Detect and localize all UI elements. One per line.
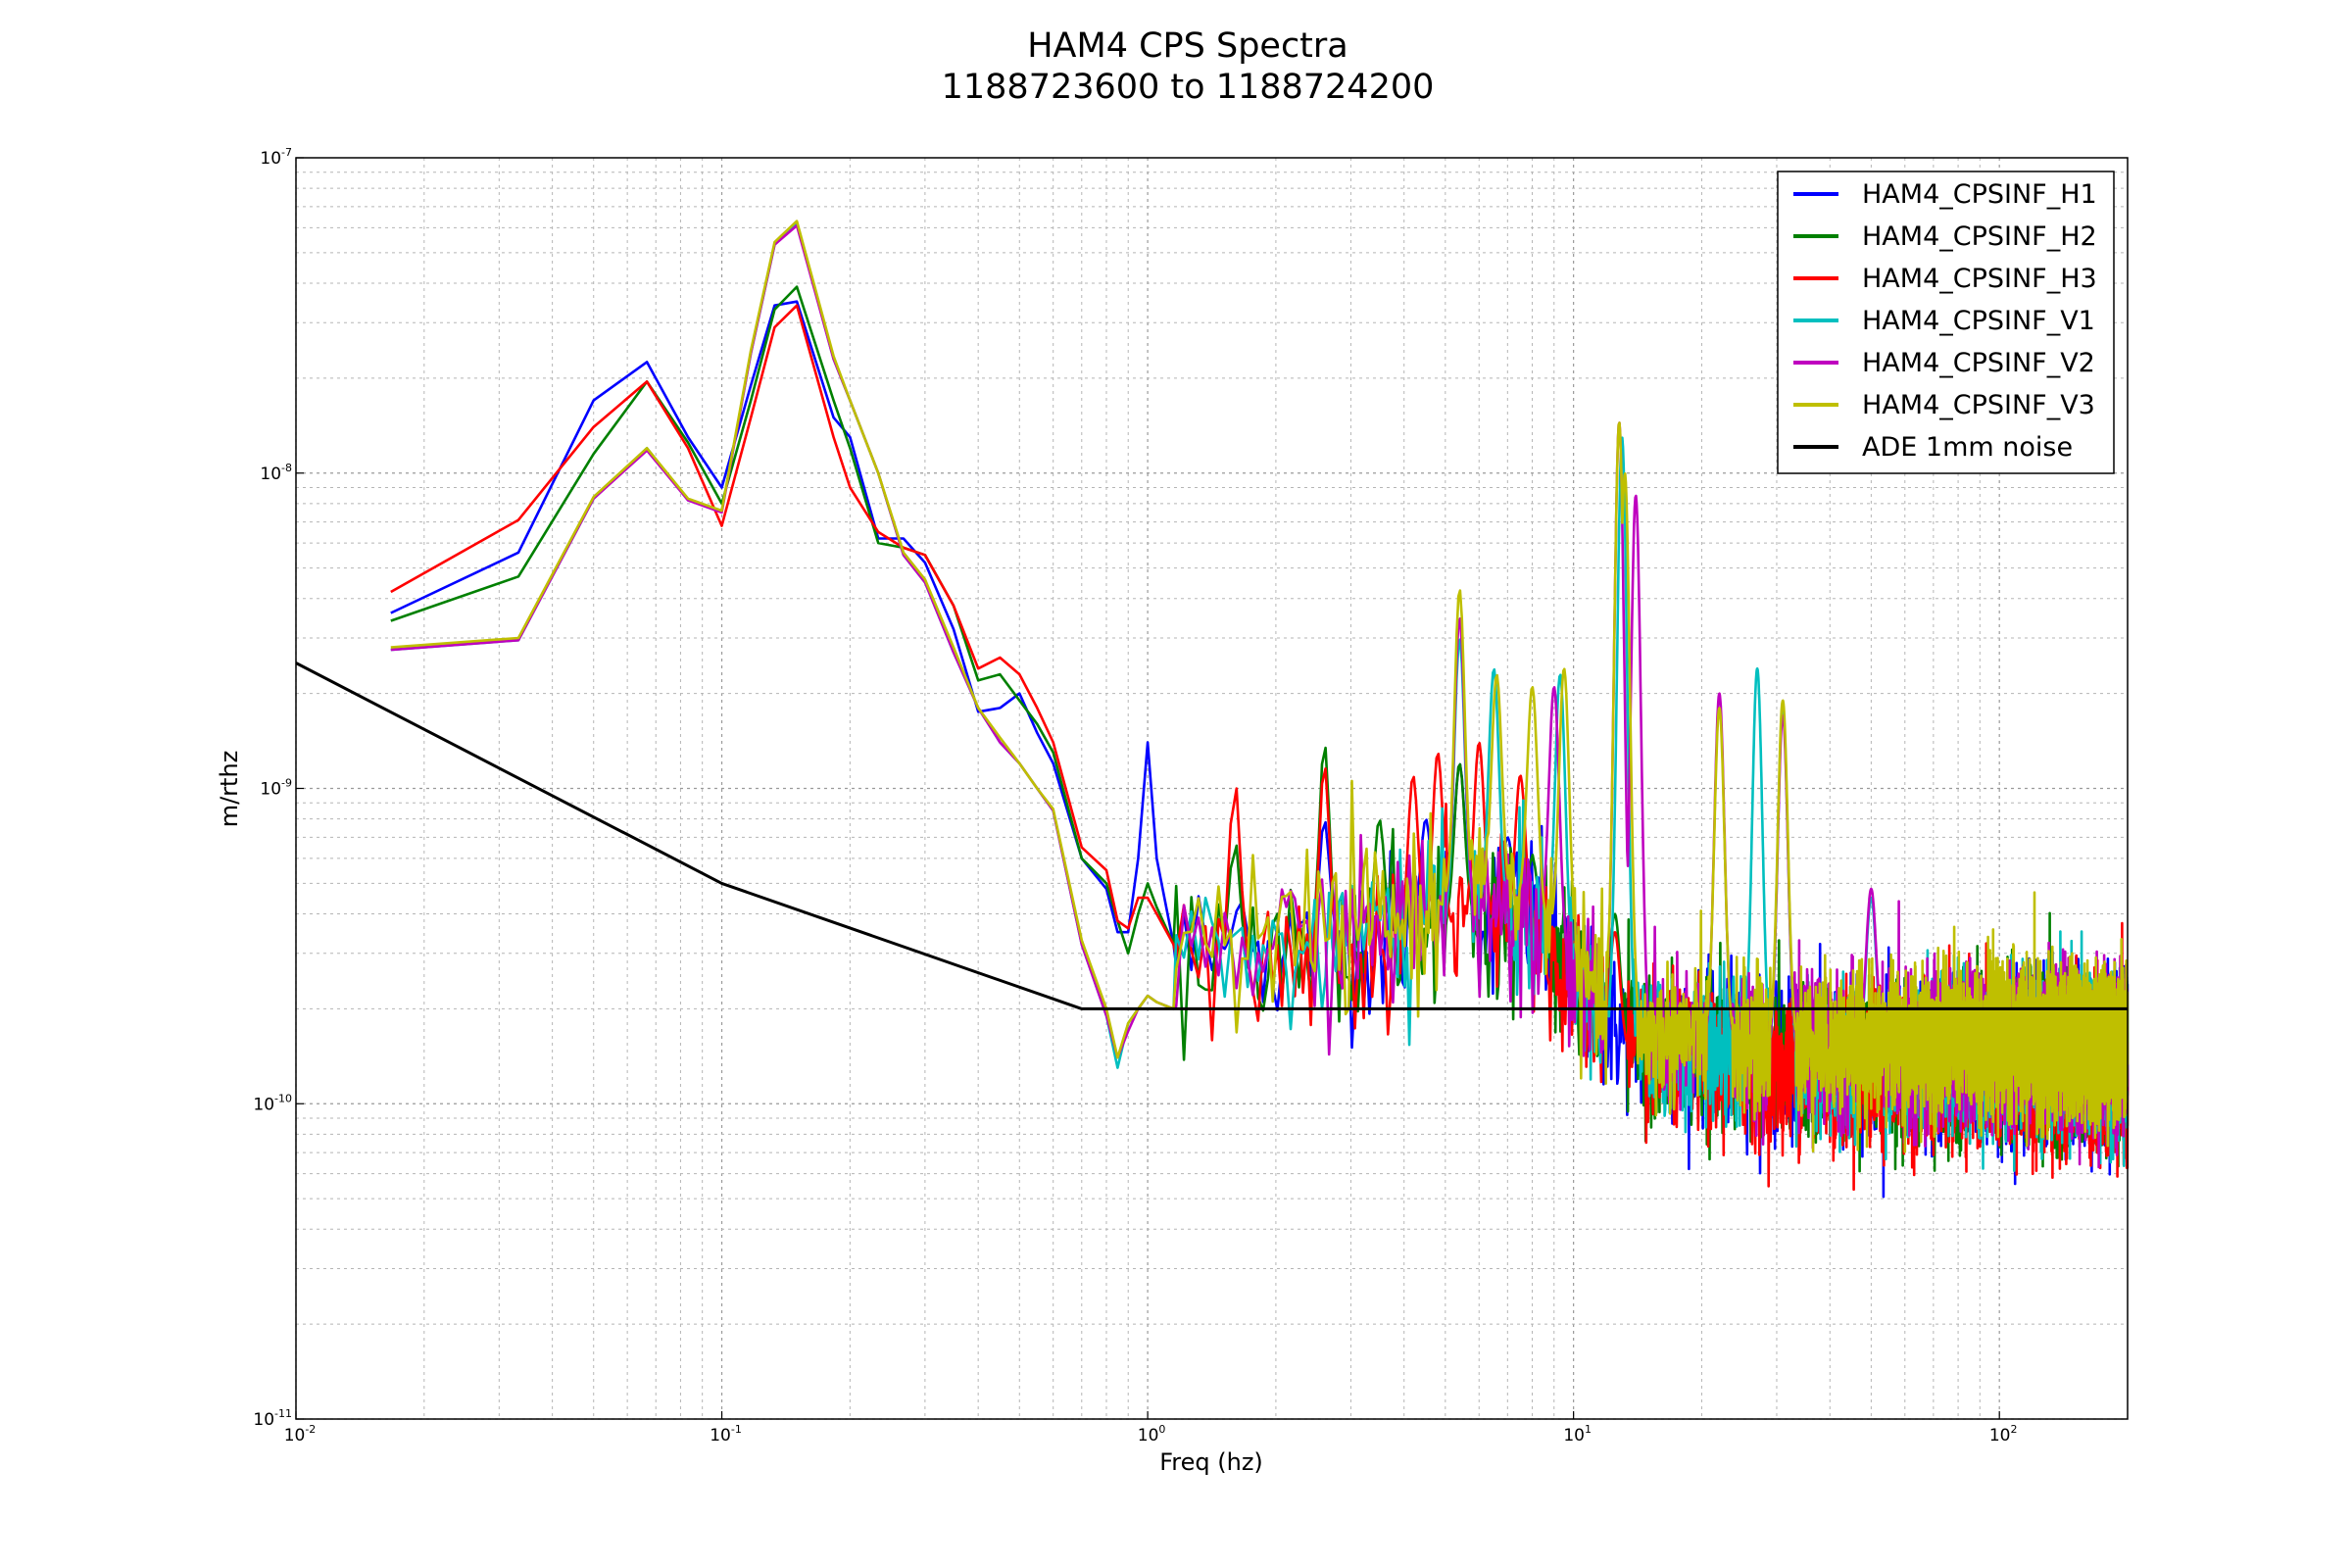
x-tick-label: 10-2 bbox=[284, 1423, 317, 1446]
y-tick-label: 10-7 bbox=[260, 146, 292, 169]
y-tick-label: 10-9 bbox=[260, 777, 292, 800]
y-tick-label-base: 10 bbox=[260, 780, 281, 800]
legend-label: HAM4_CPSINF_H2 bbox=[1862, 221, 2097, 252]
y-tick-label: 10-8 bbox=[260, 462, 292, 484]
y-tick-label: 10-10 bbox=[253, 1092, 292, 1114]
x-tick-label-base: 10 bbox=[1138, 1426, 1159, 1446]
chart-subtitle: 1188723600 to 1188724200 bbox=[942, 68, 1435, 107]
y-tick-label: 10-11 bbox=[253, 1407, 292, 1430]
x-tick-label-base: 10 bbox=[284, 1426, 306, 1446]
legend-label: HAM4_CPSINF_H1 bbox=[1862, 179, 2097, 210]
x-tick-label: 102 bbox=[1989, 1423, 2018, 1446]
x-tick-label-exponent: 0 bbox=[1158, 1423, 1165, 1436]
x-tick-label-base: 10 bbox=[710, 1426, 731, 1446]
x-tick-label-base: 10 bbox=[1989, 1426, 2011, 1446]
y-tick-label-exponent: -11 bbox=[274, 1407, 292, 1420]
legend-label: HAM4_CPSINF_V2 bbox=[1862, 348, 2095, 378]
x-tick-label-exponent: 1 bbox=[1585, 1423, 1592, 1436]
y-tick-label-exponent: -7 bbox=[281, 146, 292, 159]
x-axis-label: Freq (hz) bbox=[1159, 1448, 1263, 1476]
y-tick-label-base: 10 bbox=[260, 465, 281, 484]
y-axis-label: m/rthz bbox=[216, 751, 243, 828]
chart-title: HAM4 CPS Spectra bbox=[1027, 26, 1348, 66]
grid bbox=[295, 158, 2129, 1420]
legend: HAM4_CPSINF_H1 HAM4_CPSINF_H2 HAM4_CPSINF_… bbox=[1777, 171, 2115, 474]
x-tick-label: 10-1 bbox=[710, 1423, 742, 1446]
x-tick-label: 101 bbox=[1563, 1423, 1592, 1446]
y-tick-label-base: 10 bbox=[260, 149, 281, 169]
y-tick-label-exponent: -8 bbox=[281, 462, 292, 474]
y-tick-label-base: 10 bbox=[253, 1410, 274, 1430]
series-group bbox=[295, 220, 2130, 1199]
x-tick-label-exponent: -1 bbox=[731, 1423, 742, 1436]
x-tick-label-exponent: -2 bbox=[305, 1423, 316, 1436]
x-tick-label: 100 bbox=[1138, 1423, 1166, 1446]
y-tick-label-exponent: -10 bbox=[274, 1092, 292, 1104]
legend-label: HAM4_CPSINF_V1 bbox=[1862, 306, 2095, 336]
series-line-ade-1mm-noise bbox=[295, 662, 2128, 1010]
y-tick-label-exponent: -9 bbox=[281, 777, 292, 790]
x-tick-label-exponent: 2 bbox=[2011, 1423, 2018, 1436]
y-tick-label-base: 10 bbox=[253, 1095, 274, 1114]
series-line-ham4-cpsinf-v3 bbox=[390, 220, 2130, 1153]
legend-label: HAM4_CPSINF_V3 bbox=[1862, 390, 2095, 420]
legend-label: ADE 1mm noise bbox=[1862, 432, 2073, 463]
legend-label: HAM4_CPSINF_H3 bbox=[1862, 264, 2097, 294]
x-tick-label-base: 10 bbox=[1563, 1426, 1585, 1446]
